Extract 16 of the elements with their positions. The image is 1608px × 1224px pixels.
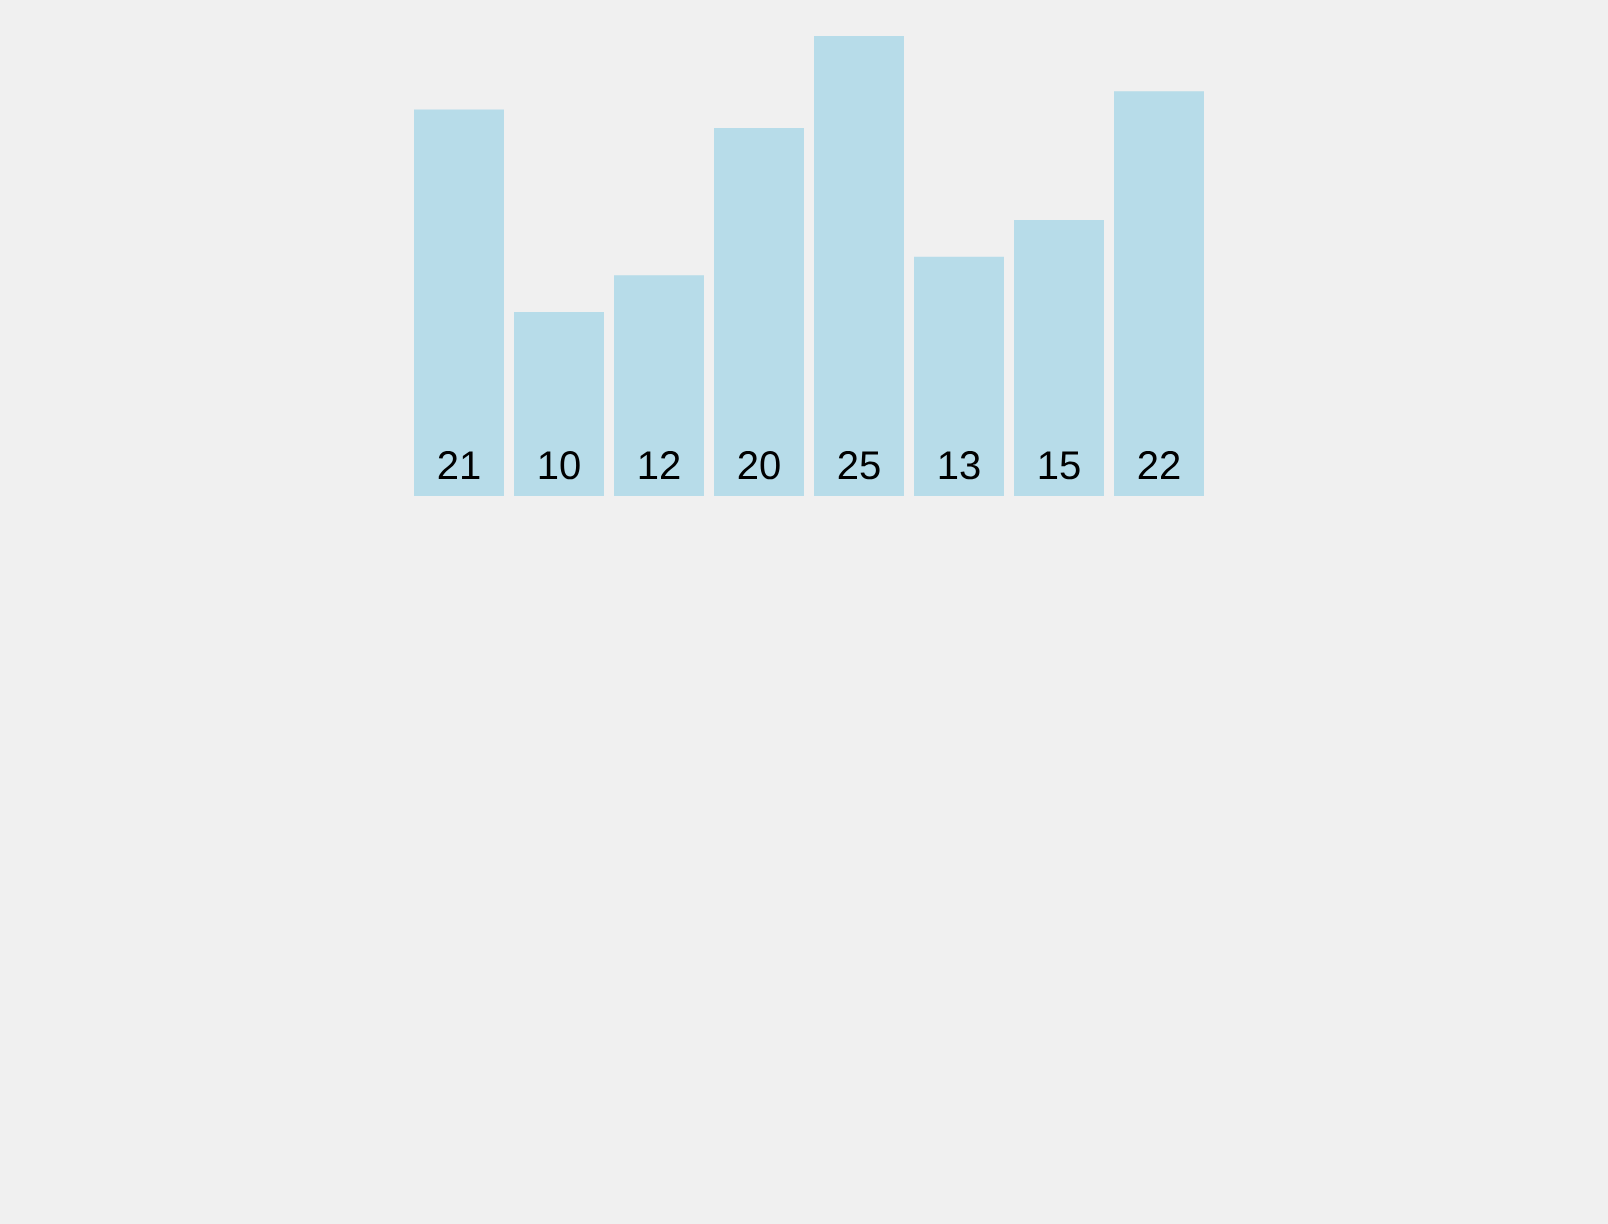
data-label: 25 xyxy=(838,451,880,480)
bar xyxy=(914,256,1004,496)
bar xyxy=(614,275,704,496)
bar xyxy=(1014,219,1105,496)
data-label: 20 xyxy=(738,451,780,480)
bar xyxy=(714,127,805,496)
data-label: 15 xyxy=(1039,451,1080,480)
data-label: 10 xyxy=(539,451,580,480)
bar xyxy=(814,35,905,496)
bar xyxy=(1114,91,1205,496)
data-label: 13 xyxy=(939,451,980,480)
data-label: 12 xyxy=(639,451,680,479)
bar xyxy=(514,311,604,496)
bar xyxy=(414,109,505,496)
data-label: 22 xyxy=(1138,451,1180,479)
data-label: 21 xyxy=(438,451,480,479)
